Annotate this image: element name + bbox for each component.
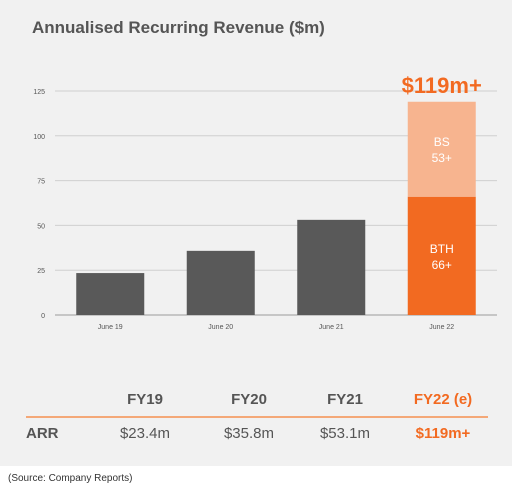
source-note: (Source: Company Reports) [8, 473, 133, 484]
y-tick-label: 75 [37, 179, 45, 186]
bar [76, 273, 145, 315]
chart-title: Annualised Recurring Revenue ($m) [32, 18, 325, 37]
x-tick-label: June 22 [429, 324, 454, 331]
arr-fy22: $119m+ [415, 425, 471, 442]
bar [186, 250, 255, 315]
total-label: $119m+ [402, 73, 482, 98]
y-tick-label: 0 [41, 313, 45, 320]
y-tick-label: 125 [33, 89, 45, 96]
arr-fy20: $35.8m [223, 425, 275, 442]
arr-table: FY19 FY20 FY21 FY22 (e) ARR $23.4m $35.8… [26, 384, 488, 450]
table-row-arr: ARR $23.4m $35.8m $53.1m $119m+ [26, 418, 488, 450]
bar-bth [407, 196, 476, 315]
y-tick-label: 100 [33, 134, 45, 141]
header-fy19: FY19 [127, 391, 163, 408]
arr-fy21: $53.1m [319, 425, 371, 442]
header-fy21: FY21 [327, 391, 363, 408]
arr-fy19: $23.4m [119, 425, 171, 442]
bar-chart: 0 25 50 75 100 125 June 19 June 20 June 21 BS 53+ B… [33, 73, 497, 331]
table-header-row: FY19 FY20 FY21 FY22 (e) [26, 384, 488, 416]
y-tick-label: 50 [37, 223, 45, 230]
header-fy20: FY20 [231, 391, 267, 408]
bs-value-label: 53+ [432, 151, 452, 165]
y-tick-label: 25 [37, 268, 45, 275]
header-fy22: FY22 (e) [413, 391, 473, 408]
x-tick-label: June 20 [208, 324, 233, 331]
table-divider [26, 416, 488, 418]
bar [297, 219, 366, 315]
bth-value-label: 66+ [432, 258, 452, 272]
bs-label: BS [434, 135, 450, 149]
row-label-arr: ARR [26, 425, 59, 442]
chart-panel: Annualised Recurring Revenue ($m) 0 25 50 7… [0, 0, 512, 466]
bar-bs [407, 101, 476, 197]
x-tick-label: June 19 [98, 324, 123, 331]
x-tick-label: June 21 [319, 324, 344, 331]
bth-label: BTH [430, 242, 454, 256]
